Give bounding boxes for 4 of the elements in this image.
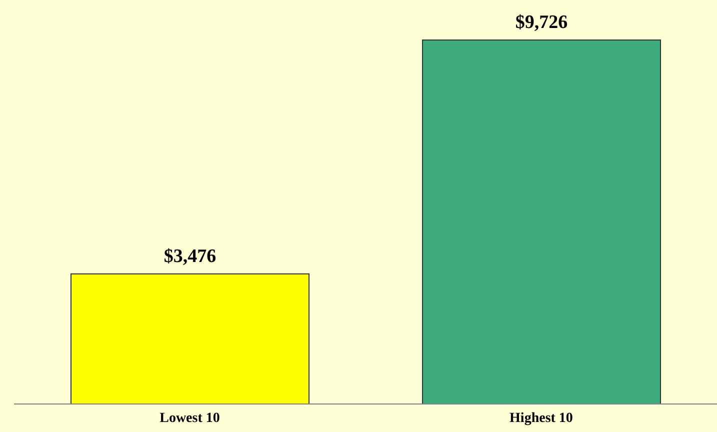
x-tick-label: Lowest 10 <box>160 410 220 426</box>
x-tick-label: Highest 10 <box>510 410 573 426</box>
data-label: $9,726 <box>515 12 568 33</box>
data-label: $3,476 <box>164 246 216 267</box>
